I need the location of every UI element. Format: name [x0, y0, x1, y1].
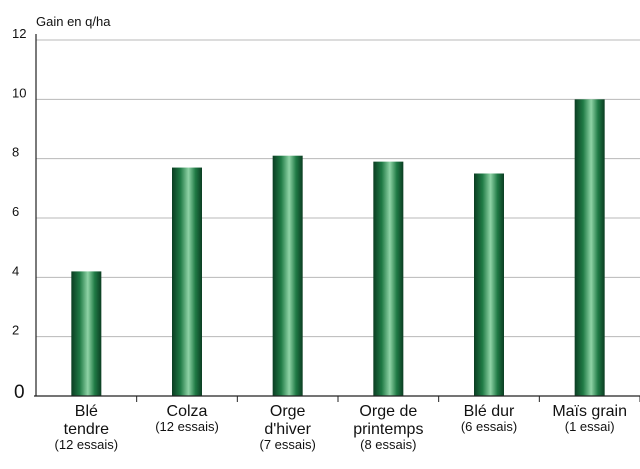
x-tick-label: Colza: [167, 403, 208, 420]
x-tick-label: tendre: [64, 421, 109, 438]
x-tick-sublabel: (1 essai): [565, 419, 615, 434]
bar: [172, 167, 202, 396]
x-tick-label: Orge: [270, 403, 306, 420]
y-tick-label: 4: [12, 263, 19, 278]
bar: [272, 155, 303, 396]
x-tick-label: Blé: [75, 403, 98, 420]
y-axis-label: Gain en q/ha: [36, 14, 111, 29]
bar: [474, 173, 504, 396]
x-tick-sublabel: (12 essais): [55, 437, 119, 452]
x-tick-sublabel: (12 essais): [155, 419, 219, 434]
bar: [71, 271, 102, 396]
y-tick-label: 6: [12, 204, 19, 219]
y-tick-label: 8: [12, 145, 19, 160]
x-tick-label: Maïs grain: [552, 403, 627, 420]
y-tick-label: 12: [12, 26, 26, 41]
x-tick-sublabel: (8 essais): [360, 437, 416, 452]
x-tick-sublabel: (7 essais): [259, 437, 315, 452]
bar: [574, 99, 605, 396]
x-tick-label: Orge de: [359, 403, 417, 420]
x-tick-label: Blé dur: [464, 403, 515, 420]
y-tick-label: 0: [14, 382, 25, 403]
bar: [373, 161, 404, 396]
x-tick-label: d'hiver: [264, 421, 311, 438]
x-tick-sublabel: (6 essais): [461, 419, 517, 434]
y-tick-label: 2: [12, 323, 19, 338]
x-tick-label: printemps: [353, 421, 423, 438]
y-tick-label: 10: [12, 85, 26, 100]
